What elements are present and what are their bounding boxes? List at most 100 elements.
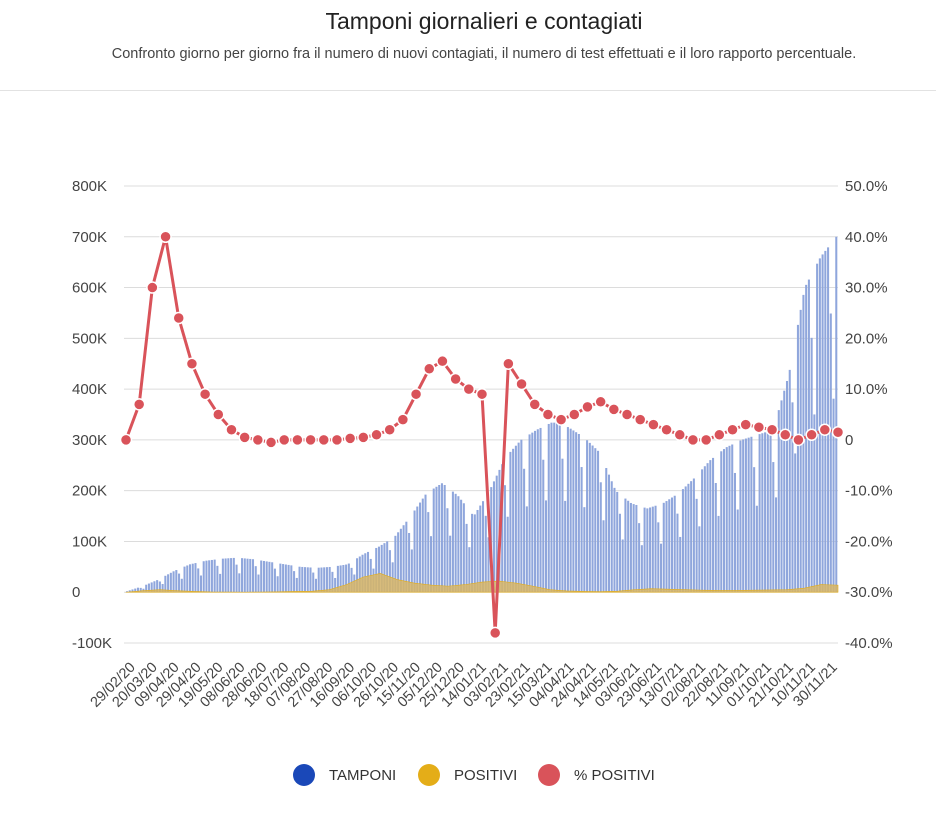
tamponi-bar	[566, 427, 569, 593]
y-left-tick-label: 400K	[72, 381, 107, 398]
tamponi-bar	[550, 422, 553, 593]
y-right-tick-label: 30.0%	[845, 280, 888, 297]
pct-positivi-point	[132, 398, 146, 411]
tamponi-bar	[523, 468, 526, 593]
tamponi-bar	[564, 500, 567, 593]
tamponi-bar	[610, 481, 613, 593]
pct-positivi-point	[423, 362, 436, 376]
tamponi-bar	[334, 577, 337, 593]
tamponi-bar	[605, 468, 608, 593]
tamponi-bar	[544, 500, 548, 593]
tamponi-bar	[528, 434, 531, 593]
pct-positivi-point	[699, 433, 713, 447]
tamponi-bar	[408, 532, 411, 593]
tamponi-bar	[687, 483, 690, 593]
legend-item-pct-positivi[interactable]: % POSITIVI	[538, 764, 655, 786]
tamponi-bar	[208, 560, 211, 593]
y-left-tick-label: 100K	[72, 533, 107, 550]
tamponi-bar	[394, 535, 397, 593]
legend-item-tamponi[interactable]: TAMPONI	[293, 764, 396, 786]
tamponi-bar	[714, 483, 717, 593]
pct-positivi-point	[633, 413, 647, 426]
tamponi-bar	[205, 560, 208, 593]
pct-positivi-point	[251, 433, 265, 447]
tamponi-bar	[487, 537, 490, 593]
tamponi-bar	[832, 398, 835, 593]
tamponi-bar	[520, 439, 523, 593]
tamponi-bar	[347, 563, 350, 593]
tamponi-bar	[597, 450, 600, 593]
tamponi-bar	[169, 572, 172, 593]
tamponi-bar	[391, 562, 394, 593]
tamponi-bar	[446, 508, 449, 593]
tamponi-bar	[342, 564, 345, 593]
tamponi-bar	[753, 467, 756, 593]
y-right-tick-label: 50.0%	[845, 178, 888, 195]
pct-positivi-point	[357, 431, 370, 444]
tamponi-bar	[156, 580, 159, 593]
tamponi-bar	[167, 574, 170, 593]
tamponi-bar	[388, 550, 391, 593]
pct-positivi-point	[383, 423, 396, 436]
tamponi-bar	[701, 469, 704, 593]
y-right-tick-label: 0	[845, 432, 853, 449]
tamponi-bar	[742, 439, 745, 593]
tamponi-bar	[241, 558, 244, 593]
tamponi-bar	[547, 423, 550, 593]
tamponi-bar	[364, 553, 367, 593]
tamponi-bar	[670, 497, 673, 593]
pct-positivi-point	[225, 423, 238, 436]
chart-subtitle: Confronto giorno per giorno fra il numer…	[111, 46, 857, 62]
tamponi-bar	[676, 513, 679, 593]
tamponi-bar	[158, 581, 161, 593]
tamponi-bar	[534, 430, 537, 593]
tamponi-bar	[755, 505, 758, 593]
y-left-tick-label: 600K	[72, 280, 107, 297]
tamponi-bar	[599, 482, 602, 593]
tamponi-bar	[134, 588, 137, 593]
y-left-tick-label: 500K	[72, 330, 107, 347]
tamponi-bar	[194, 563, 197, 593]
tamponi-bar	[451, 491, 454, 593]
tamponi-bar	[555, 423, 558, 593]
pct-positivi-point	[291, 433, 304, 447]
pct-positivi-point	[488, 626, 502, 640]
circle-icon	[538, 764, 560, 786]
pct-positivi-point	[317, 433, 331, 447]
legend-item-positivi[interactable]: POSITIVI	[418, 764, 517, 786]
tamponi-bar	[791, 402, 794, 593]
tamponi-bar	[416, 506, 419, 593]
tamponi-bar	[377, 546, 380, 593]
tamponi-bar	[358, 556, 361, 593]
tamponi-bar	[410, 549, 413, 593]
tamponi-bar	[739, 440, 742, 593]
tamponi-bar	[772, 462, 775, 593]
tamponi-bar	[172, 571, 175, 593]
tamponi-bar	[224, 558, 227, 593]
tamponi-bar	[662, 502, 665, 593]
tamponi-bar	[427, 512, 430, 593]
tamponi-bar	[514, 445, 517, 593]
pct-positivi-point	[343, 432, 357, 445]
pct-positivi-point	[502, 357, 515, 370]
pct-positivi-point	[304, 433, 317, 447]
pct-positivi-point	[779, 428, 792, 442]
tamponi-bar	[575, 432, 578, 593]
tamponi-bar	[512, 448, 515, 593]
tamponi-bar	[265, 561, 268, 593]
tamponi-bar	[482, 501, 485, 593]
tamponi-bar	[607, 474, 611, 593]
pct-positivi-point	[515, 377, 528, 391]
pct-positivi-point	[159, 230, 172, 244]
y-right-tick-label: -10.0%	[845, 483, 893, 500]
tamponi-bar	[484, 515, 487, 593]
tamponi-bar	[821, 254, 824, 593]
tamponi-bar	[375, 547, 378, 593]
pct-positivi-point	[792, 433, 805, 447]
tamponi-bar	[424, 494, 427, 593]
tamponi-bar	[366, 551, 370, 593]
tamponi-bar	[399, 528, 402, 593]
tamponi-bar	[419, 502, 422, 593]
tamponi-bar	[320, 567, 323, 593]
tamponi-bar	[583, 507, 586, 593]
